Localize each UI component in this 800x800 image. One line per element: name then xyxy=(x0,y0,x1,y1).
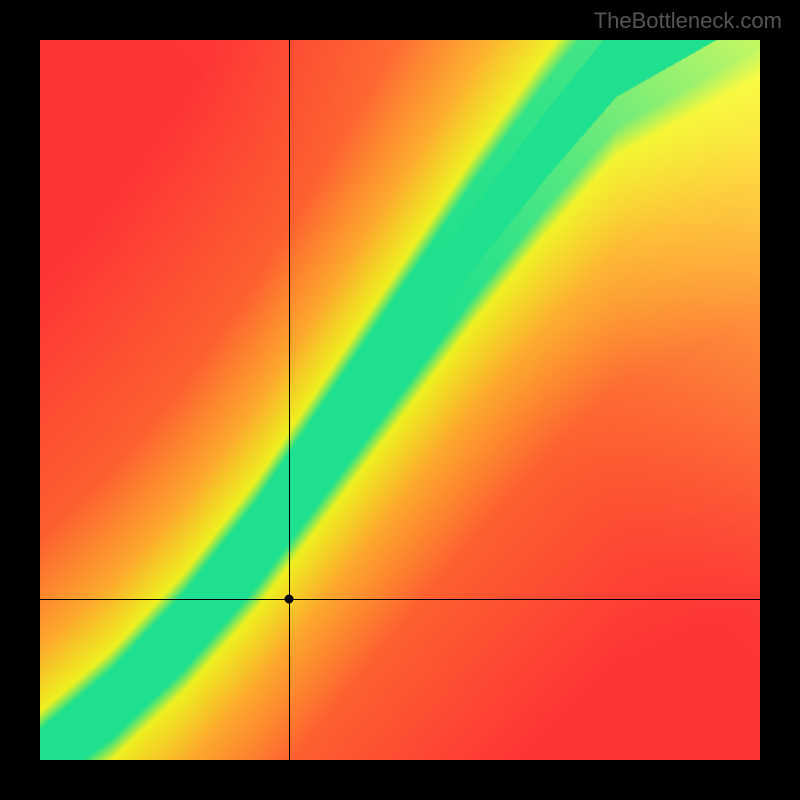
crosshair-marker xyxy=(285,595,294,604)
crosshair-horizontal xyxy=(40,599,760,600)
heatmap-canvas xyxy=(40,40,760,760)
crosshair-vertical xyxy=(289,40,290,760)
watermark-text: TheBottleneck.com xyxy=(594,8,782,34)
heatmap-plot xyxy=(40,40,760,760)
